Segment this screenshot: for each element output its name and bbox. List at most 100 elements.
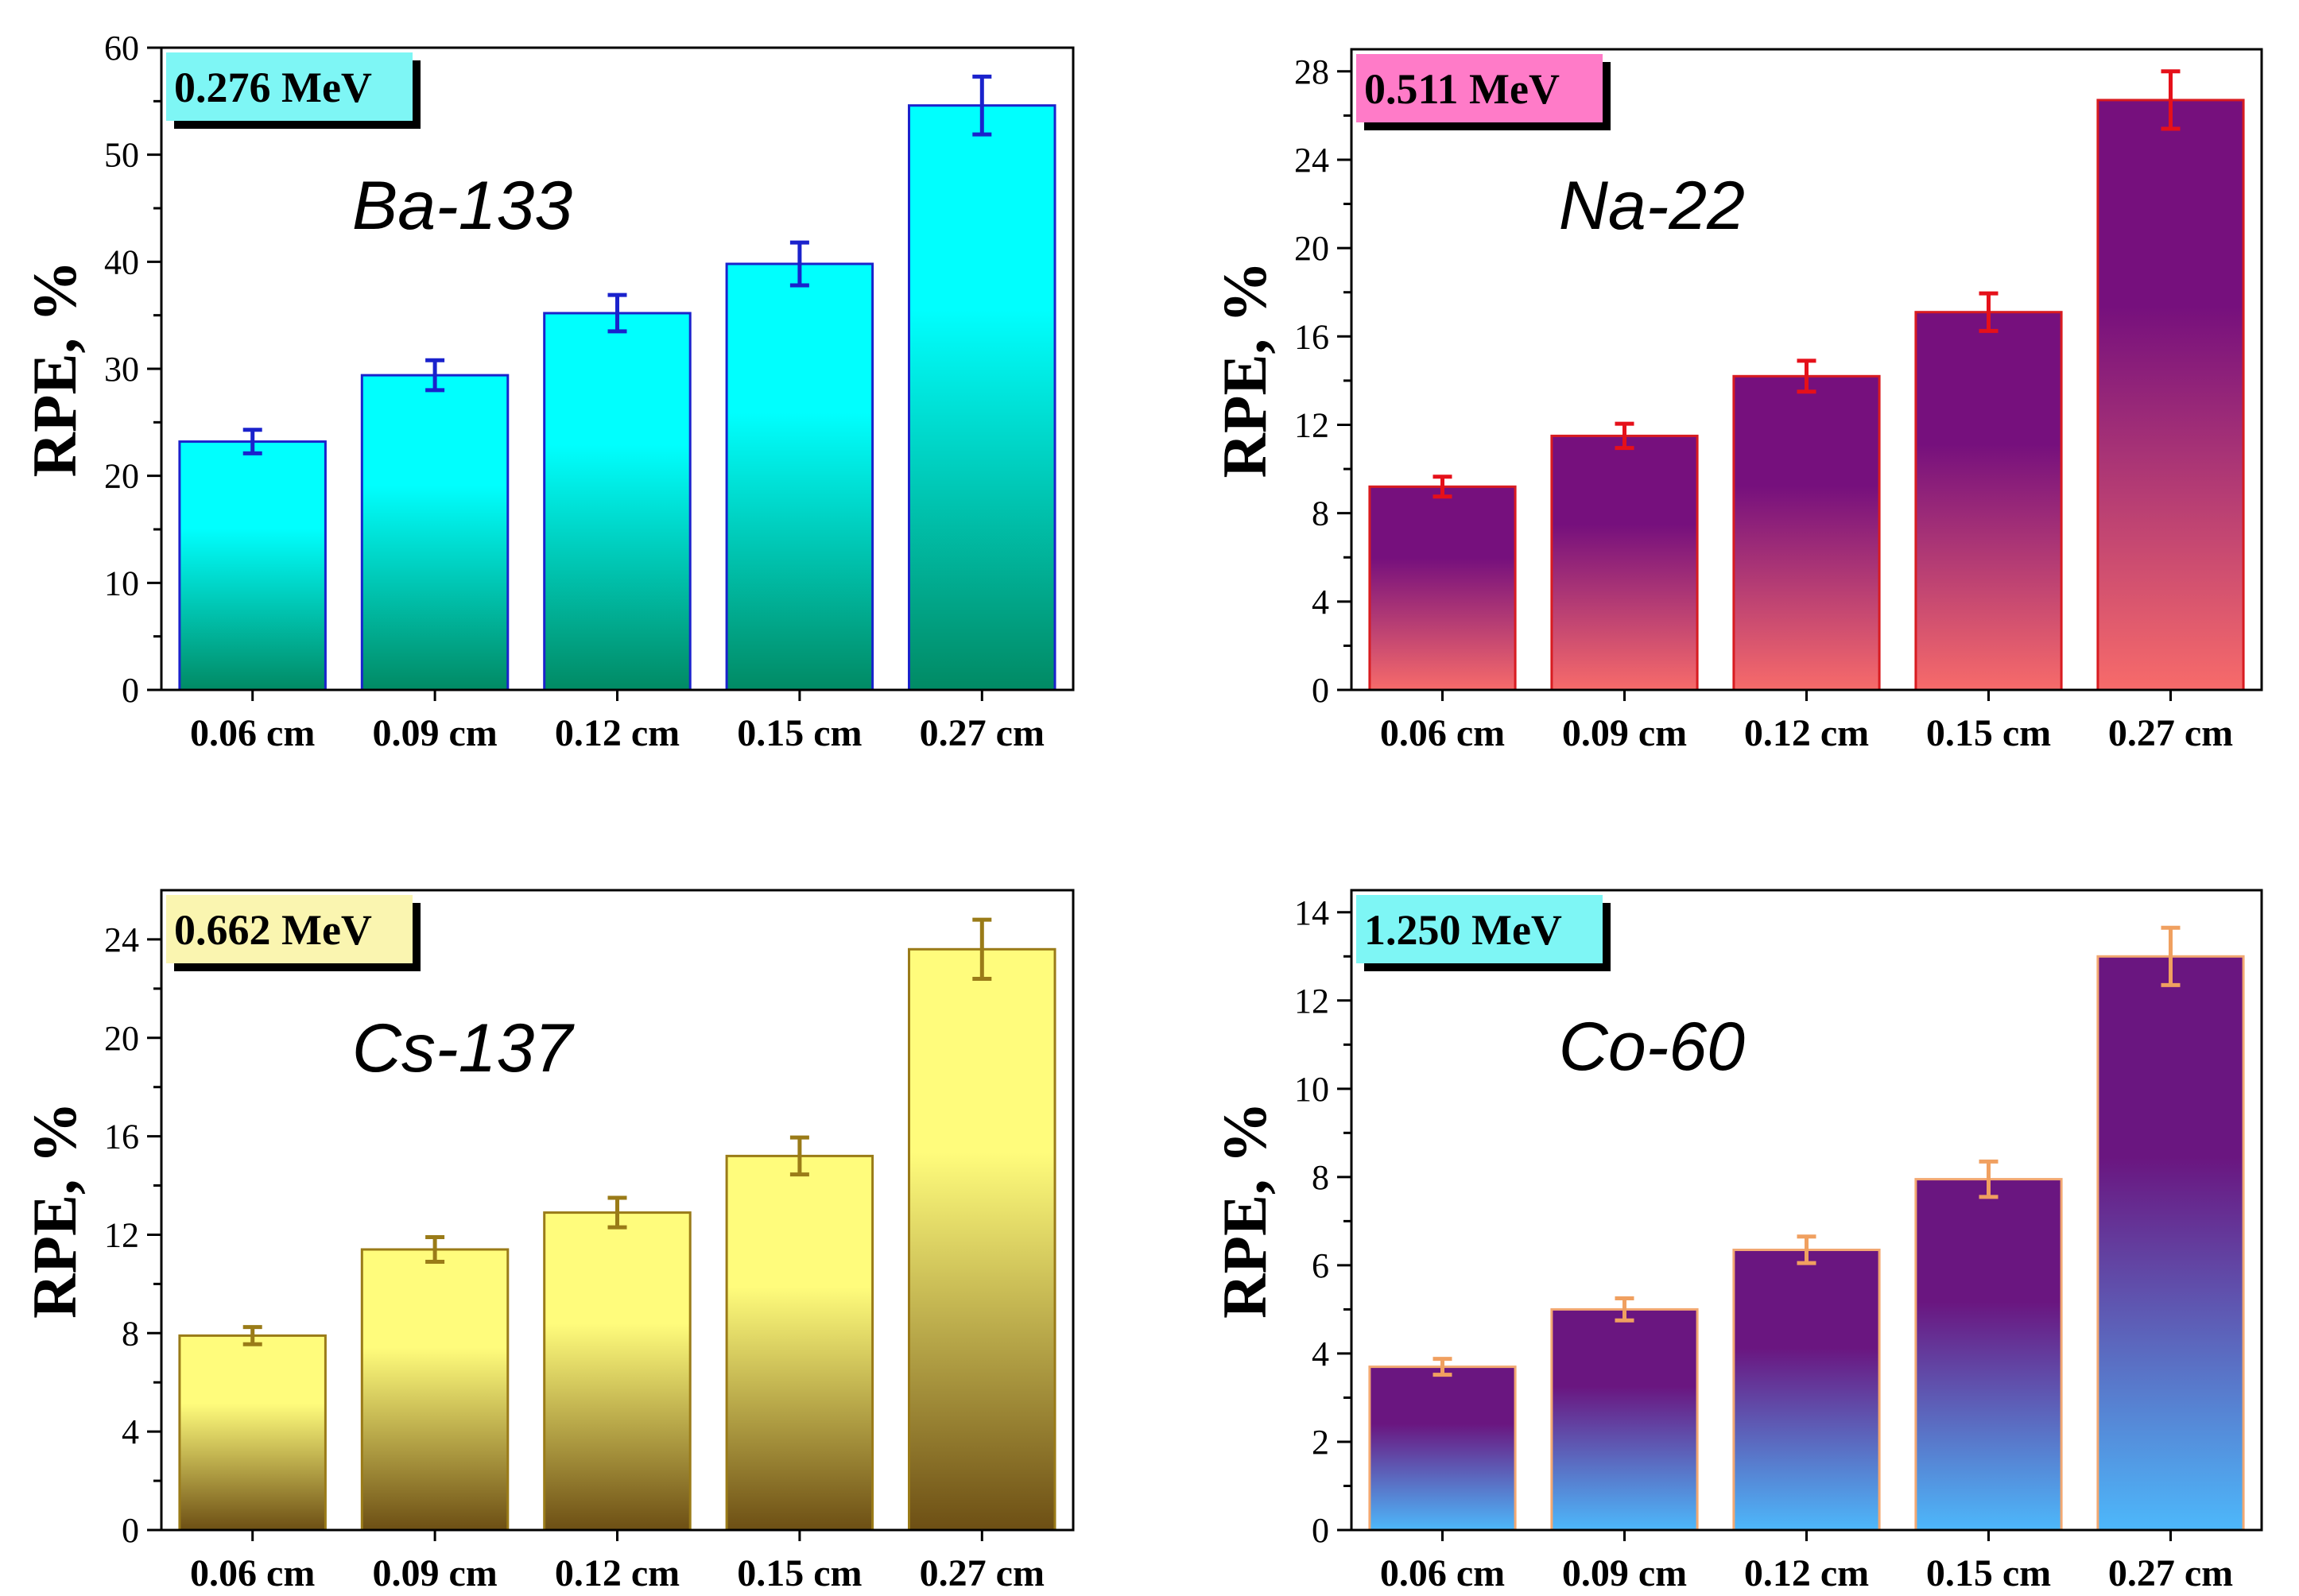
y-tick-label: 4 bbox=[122, 1412, 139, 1451]
error-bar-cs137-1 bbox=[425, 1235, 445, 1265]
x-category-label: 0.27 cm bbox=[2108, 712, 2233, 754]
bar-cs137-1 bbox=[360, 1248, 510, 1532]
x-category-label: 0.12 cm bbox=[555, 712, 680, 754]
bar-ba133-1 bbox=[360, 374, 510, 691]
error-bar-ba133-4 bbox=[972, 74, 992, 137]
error-bar-na22-3 bbox=[1979, 291, 1999, 333]
energy-label: 0.662 MeV bbox=[174, 906, 372, 954]
x-category-label: 0.27 cm bbox=[920, 1552, 1045, 1594]
error-bars bbox=[1433, 925, 2181, 1377]
y-tick-label: 28 bbox=[1294, 52, 1329, 91]
y-tick-label: 16 bbox=[104, 1118, 139, 1156]
energy-label: 0.276 MeV bbox=[174, 64, 372, 111]
error-bar-ba133-1 bbox=[425, 358, 445, 393]
y-axis: 0 4 8 12 16 20 24 bbox=[104, 920, 161, 1550]
y-tick-label: 24 bbox=[104, 920, 139, 959]
x-category-label: 0.12 cm bbox=[1744, 1552, 1869, 1594]
bar-co60-0 bbox=[1368, 1366, 1517, 1532]
energy-badge: 0.511 MeV bbox=[1356, 54, 1611, 130]
energy-badge: 0.276 MeV bbox=[166, 52, 421, 129]
error-bar-co60-2 bbox=[1797, 1234, 1816, 1265]
y-tick-label: 6 bbox=[1312, 1246, 1329, 1285]
bar-co60-1 bbox=[1550, 1307, 1699, 1532]
y-axis-label: RPE, % bbox=[1210, 1102, 1279, 1319]
error-bar-cs137-4 bbox=[972, 917, 992, 981]
isotope-label: Na-22 bbox=[1559, 168, 1745, 244]
x-axis: 0.06 cm 0.09 cm 0.12 cm 0.15 cm 0.27 cm bbox=[190, 690, 1045, 754]
bar-co60-2 bbox=[1732, 1249, 1881, 1532]
y-tick-label: 4 bbox=[1312, 583, 1329, 622]
y-tick-label: 12 bbox=[104, 1215, 139, 1254]
error-bar-ba133-0 bbox=[242, 428, 262, 455]
x-category-label: 0.09 cm bbox=[1562, 712, 1687, 754]
isotope-label: Ba-133 bbox=[352, 168, 572, 244]
bars bbox=[1368, 955, 2245, 1532]
x-category-label: 0.15 cm bbox=[1926, 712, 2051, 754]
error-bars bbox=[1433, 69, 2181, 499]
y-tick-label: 20 bbox=[104, 457, 139, 496]
x-category-label: 0.27 cm bbox=[920, 712, 1045, 754]
bars bbox=[178, 104, 1056, 691]
bar-na22-2 bbox=[1732, 374, 1881, 691]
y-axis-label: RPE, % bbox=[20, 1102, 89, 1319]
y-tick-label: 8 bbox=[1312, 494, 1329, 533]
y-tick-label: 30 bbox=[104, 350, 139, 389]
error-bar-co60-3 bbox=[1979, 1159, 1999, 1199]
error-bar-na22-4 bbox=[2161, 69, 2181, 131]
y-tick-label: 12 bbox=[1294, 405, 1329, 444]
y-tick-label: 10 bbox=[1294, 1070, 1329, 1109]
x-axis: 0.06 cm 0.09 cm 0.12 cm 0.15 cm 0.27 cm bbox=[1380, 690, 2233, 754]
x-category-label: 0.12 cm bbox=[1744, 712, 1869, 754]
y-tick-label: 4 bbox=[1312, 1335, 1329, 1373]
error-bar-co60-0 bbox=[1433, 1357, 1452, 1377]
energy-badge: 0.662 MeV bbox=[166, 895, 421, 971]
x-category-label: 0.27 cm bbox=[2108, 1552, 2233, 1594]
y-tick-label: 14 bbox=[1294, 893, 1329, 932]
bar-co60-4 bbox=[2096, 955, 2245, 1532]
bar-co60-3 bbox=[1914, 1178, 2063, 1532]
x-category-label: 0.12 cm bbox=[555, 1552, 680, 1594]
y-tick-label: 20 bbox=[1294, 229, 1329, 268]
error-bar-co60-4 bbox=[2161, 925, 2181, 987]
error-bars bbox=[242, 74, 992, 455]
bar-cs137-2 bbox=[543, 1211, 692, 1532]
y-tick-label: 60 bbox=[104, 29, 139, 68]
bar-ba133-0 bbox=[178, 440, 327, 691]
energy-label: 0.511 MeV bbox=[1364, 65, 1560, 113]
y-tick-label: 16 bbox=[1294, 317, 1329, 356]
x-category-label: 0.15 cm bbox=[737, 1552, 862, 1594]
y-tick-label: 24 bbox=[1294, 141, 1329, 180]
y-tick-label: 0 bbox=[122, 671, 139, 710]
y-tick-label: 0 bbox=[1312, 671, 1329, 710]
bars bbox=[1368, 99, 2245, 691]
bar-ba133-3 bbox=[725, 262, 874, 691]
x-category-label: 0.09 cm bbox=[372, 712, 497, 754]
x-category-label: 0.06 cm bbox=[1380, 1552, 1505, 1594]
x-category-label: 0.09 cm bbox=[372, 1552, 497, 1594]
x-category-label: 0.06 cm bbox=[190, 712, 315, 754]
x-category-label: 0.06 cm bbox=[1380, 712, 1505, 754]
bar-na22-1 bbox=[1550, 434, 1699, 691]
error-bar-ba133-3 bbox=[789, 240, 809, 288]
x-category-label: 0.09 cm bbox=[1562, 1552, 1687, 1594]
bar-cs137-0 bbox=[178, 1334, 327, 1532]
error-bar-na22-1 bbox=[1615, 421, 1634, 451]
y-tick-label: 40 bbox=[104, 242, 139, 281]
y-axis: 0 2 4 6 8 10 12 14 bbox=[1294, 893, 1351, 1550]
y-axis-label: RPE, % bbox=[20, 261, 89, 478]
bar-cs137-3 bbox=[725, 1154, 874, 1532]
y-axis-label: RPE, % bbox=[1210, 261, 1279, 478]
x-axis: 0.06 cm 0.09 cm 0.12 cm 0.15 cm 0.27 cm bbox=[1380, 1530, 2233, 1594]
y-axis: 0 4 8 12 16 20 24 28 bbox=[1294, 52, 1351, 710]
error-bars bbox=[242, 917, 992, 1346]
x-category-label: 0.06 cm bbox=[190, 1552, 315, 1594]
error-bar-cs137-0 bbox=[242, 1325, 262, 1346]
energy-badge: 1.250 MeV bbox=[1356, 895, 1611, 971]
error-bar-na22-0 bbox=[1433, 475, 1452, 499]
bar-na22-3 bbox=[1914, 311, 2063, 691]
energy-label: 1.250 MeV bbox=[1364, 906, 1562, 954]
bar-na22-0 bbox=[1368, 485, 1517, 691]
x-category-label: 0.15 cm bbox=[737, 712, 862, 754]
error-bar-na22-2 bbox=[1797, 358, 1816, 394]
